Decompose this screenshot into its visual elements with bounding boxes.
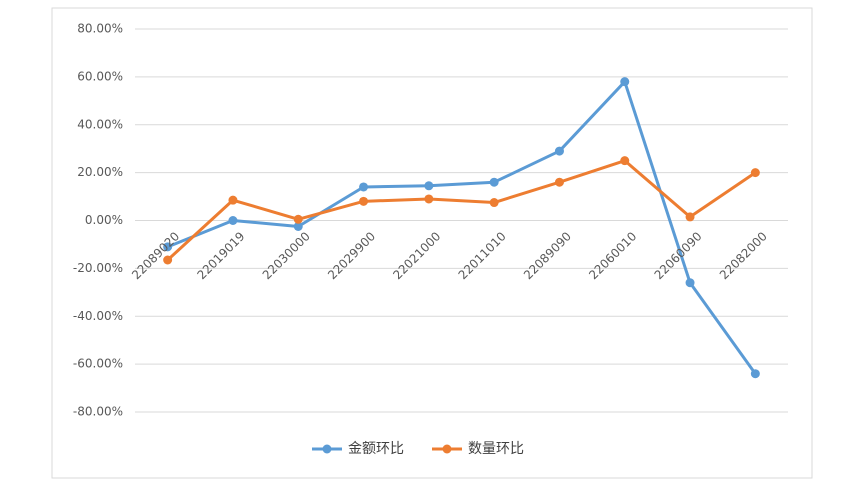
data-point (750, 168, 760, 178)
data-point (620, 77, 630, 87)
data-point (359, 182, 369, 192)
y-tick-label: 80.00% (77, 22, 123, 36)
data-point (685, 212, 695, 222)
data-point (489, 177, 499, 187)
data-point (554, 177, 564, 187)
data-point (228, 216, 238, 225)
y-tick-label: 20.00% (77, 165, 123, 179)
series-line (167, 80, 757, 375)
y-tick-label: 40.00% (77, 117, 123, 131)
legend-marker (442, 444, 452, 454)
data-point (163, 255, 173, 265)
y-tick-label: -20.00% (73, 261, 123, 275)
data-point (554, 146, 564, 156)
y-tick-label: -80.00% (73, 405, 123, 419)
legend-label: 金额环比 (348, 441, 404, 457)
data-point (424, 194, 434, 204)
data-point (489, 198, 499, 208)
legend-label: 数量环比 (468, 441, 524, 457)
data-point (750, 369, 760, 379)
data-point (685, 278, 695, 288)
data-point (620, 156, 630, 166)
legend-marker (322, 444, 332, 454)
y-tick-label: -40.00% (73, 309, 123, 323)
data-point (163, 242, 173, 252)
data-point (228, 195, 238, 205)
data-point (293, 214, 303, 224)
y-tick-label: 60.00% (77, 69, 123, 83)
data-point (293, 221, 303, 231)
y-tick-label: 0.00% (85, 213, 123, 227)
y-tick-label: -60.00% (73, 357, 123, 371)
series-line (166, 159, 757, 262)
data-point (359, 196, 369, 206)
data-point (424, 181, 434, 191)
